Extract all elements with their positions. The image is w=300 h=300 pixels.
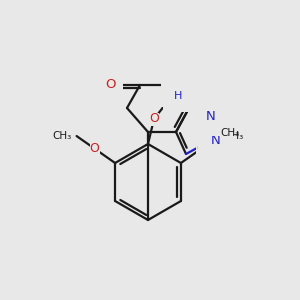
- Text: CH₃: CH₃: [220, 128, 239, 138]
- Text: O: O: [196, 142, 206, 155]
- Text: O: O: [90, 142, 100, 155]
- Text: O: O: [149, 112, 159, 125]
- Text: CH₃: CH₃: [224, 131, 244, 141]
- Text: CH₃: CH₃: [172, 97, 191, 106]
- Text: N: N: [206, 110, 216, 122]
- Text: OCH₃: OCH₃: [165, 100, 169, 101]
- Text: O: O: [106, 77, 116, 91]
- Text: H: H: [174, 91, 182, 101]
- Text: N: N: [174, 80, 184, 94]
- Text: N: N: [211, 134, 221, 148]
- Text: CH₃: CH₃: [52, 131, 72, 141]
